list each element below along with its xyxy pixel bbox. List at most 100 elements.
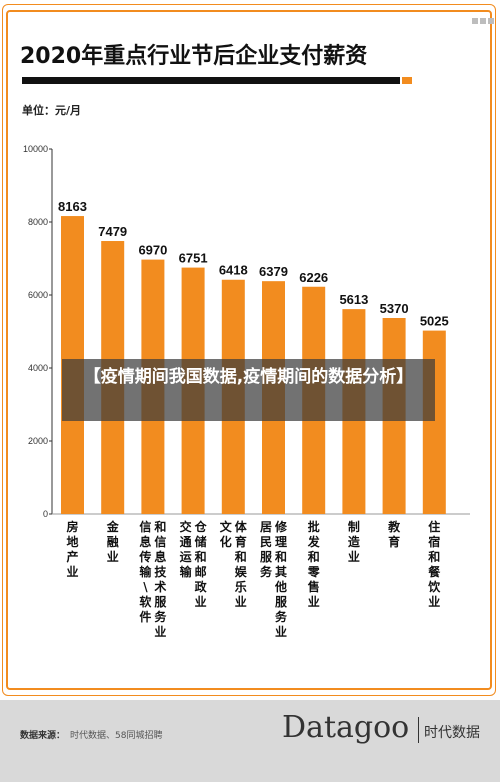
category-label-char: 售 <box>308 579 320 594</box>
category-label-char: 仓 <box>194 519 208 534</box>
category-label-char: 术 <box>153 579 166 594</box>
category-label-char: 业 <box>235 594 247 609</box>
data-label: 5025 <box>420 314 449 329</box>
category-label-char: 和 <box>307 549 320 564</box>
category-label-char: 交 <box>180 519 192 534</box>
title-underline-accent <box>402 77 412 84</box>
category-label-char: 业 <box>107 549 119 564</box>
category-label-char: 他 <box>274 579 287 594</box>
category-label-char: 业 <box>428 594 440 609</box>
category-label-char: 和 <box>274 549 287 564</box>
chart-title: 2020年重点行业节后企业支付薪资 <box>20 44 368 69</box>
unit-label: 单位：元/月 <box>22 104 82 117</box>
brand-cn: 时代数据 <box>424 725 480 741</box>
category-label-char: 和 <box>153 519 166 534</box>
category-label-char: 乐 <box>235 579 247 594</box>
category-label-char: 民 <box>260 535 272 549</box>
data-label: 6751 <box>179 251 208 266</box>
data-label: 5370 <box>380 301 409 316</box>
category-label-char: 和 <box>194 549 207 564</box>
category-label-char: 服 <box>154 594 167 609</box>
category-label-char: 业 <box>308 594 320 609</box>
category-label-char: 融 <box>107 534 119 549</box>
category-label-char: 理 <box>275 535 287 549</box>
corner-decoration <box>472 18 494 24</box>
category-label-char: 输 <box>180 564 193 579</box>
y-tick-label: 6000 <box>28 290 48 300</box>
category-label-char: 育 <box>388 534 400 549</box>
card-frame-outer <box>2 4 496 696</box>
data-label: 6379 <box>259 264 288 279</box>
category-label-char: 批 <box>308 519 320 534</box>
data-label: 6970 <box>138 243 167 258</box>
data-label: 7479 <box>98 224 127 239</box>
title-underline <box>22 77 400 84</box>
category-label-char: 育 <box>235 534 247 549</box>
data-label: 5613 <box>339 292 368 307</box>
category-label-char: 地 <box>66 534 78 549</box>
brand-separator <box>418 717 419 743</box>
y-tick-label: 0 <box>43 509 48 519</box>
category-label-char: 务 <box>154 609 167 624</box>
category-label-char: 体 <box>235 519 248 534</box>
category-label-char: 软 <box>139 594 151 609</box>
category-label-char: 产 <box>66 549 78 564</box>
y-tick-label: 4000 <box>28 363 48 373</box>
category-label-char: 文 <box>220 519 233 534</box>
category-label-char: 和 <box>234 549 247 564</box>
category-label-char: 务 <box>260 564 273 579</box>
source-label: 数据来源： <box>20 731 66 741</box>
category-label-char: 发 <box>307 534 321 549</box>
category-label-char: 通 <box>180 534 192 549</box>
data-label: 6226 <box>299 270 328 285</box>
category-label-char: 和 <box>427 549 440 564</box>
y-tick-label: 2000 <box>28 436 48 446</box>
category-label-char: 零 <box>307 565 321 579</box>
category-label-char: 传 <box>138 549 151 564</box>
category-label-char: 教 <box>387 519 401 534</box>
category-label-char: 技 <box>154 564 167 579</box>
category-label-char: \ <box>143 580 148 594</box>
category-label-char: 金 <box>106 519 120 534</box>
y-tick-label: 10000 <box>23 144 48 154</box>
category-label-char: 房 <box>66 519 78 534</box>
brand-logo: Datagoo <box>282 710 410 745</box>
bar-chart: 02000400060008000100008163房地产业7479金融业697… <box>23 144 470 639</box>
category-label-char: 制 <box>348 519 360 534</box>
category-label-char: 息 <box>139 534 151 549</box>
overlay-banner: 【疫情期间我国数据,疫情期间的数据分析】 <box>62 359 435 421</box>
category-label-char: 修 <box>274 519 288 534</box>
data-label: 8163 <box>58 199 87 214</box>
category-label-char: 娱 <box>235 565 248 579</box>
category-label-char: 造 <box>348 534 361 549</box>
footer <box>0 700 500 782</box>
category-label-char: 业 <box>195 594 207 609</box>
category-label-char: 储 <box>195 534 207 549</box>
category-label-char: 业 <box>66 564 78 579</box>
category-label-char: 运 <box>180 550 192 564</box>
category-label-char: 件 <box>139 609 151 624</box>
category-label-char: 服 <box>260 549 273 564</box>
chart-card: 2020年重点行业节后企业支付薪资 单位：元/月 0 2000 4000 6000 80… <box>0 0 500 700</box>
category-label-char: 化 <box>220 534 232 549</box>
category-label-char: 政 <box>195 579 208 594</box>
category-label-char: 餐 <box>428 564 441 579</box>
category-label-char: 业 <box>275 624 287 639</box>
category-label-char: 居 <box>260 520 272 534</box>
category-label-char: 务 <box>275 609 288 624</box>
card-frame-inner <box>6 10 492 690</box>
category-label-char: 饮 <box>427 579 441 594</box>
category-label-char: 业 <box>154 624 166 639</box>
category-label-char: 信 <box>139 519 151 534</box>
category-label-char: 服 <box>275 594 288 609</box>
y-tick-label: 8000 <box>28 217 48 227</box>
category-label-char: 业 <box>348 549 360 564</box>
category-label-char: 住 <box>428 519 440 534</box>
category-label-char: 输 <box>139 564 152 579</box>
source-text: 时代数据、58同城招聘 <box>70 731 163 741</box>
category-label-char: 其 <box>275 564 287 579</box>
category-label-char: 宿 <box>428 534 440 549</box>
category-label-char: 信 <box>154 534 166 549</box>
category-label-char: 息 <box>154 549 166 564</box>
category-label-char: 邮 <box>195 564 207 579</box>
